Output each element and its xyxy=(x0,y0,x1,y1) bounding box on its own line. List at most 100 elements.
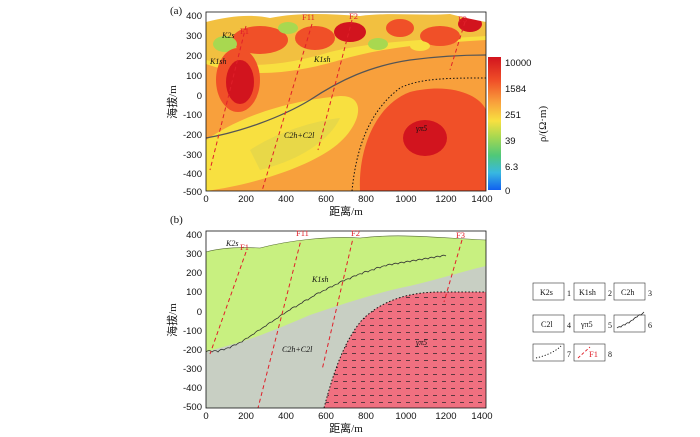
b-ytick-9: -500 xyxy=(183,402,202,413)
b-ytick-0: 400 xyxy=(186,230,202,241)
panel-a-frame xyxy=(205,11,487,192)
b-xtick-3: 600 xyxy=(318,411,334,422)
b-ytick-1: 300 xyxy=(186,249,202,260)
a-x-axis-label: 距离/m xyxy=(329,204,363,218)
legend-symbol-3: C2h xyxy=(621,288,634,297)
a-ytick-2: 200 xyxy=(186,51,202,62)
panel-b-y-ticks: 400 300 200 100 0 -100 -200 -300 -400 -5… xyxy=(183,230,202,413)
panel-a-y-ticks: 400 300 200 100 0 -100 -200 -300 -400 -5… xyxy=(183,11,202,198)
a-ytick-9: -500 xyxy=(183,187,202,198)
cb-tick-1: 1584 xyxy=(505,84,526,95)
a-ytick-8: -400 xyxy=(183,169,202,180)
b-ytick-2: 200 xyxy=(186,268,202,279)
legend-box-7 xyxy=(532,343,565,362)
b-ytick-5: -100 xyxy=(183,326,202,337)
b-fault-F1: F1 xyxy=(240,242,249,252)
a-unit-K2s: K2s xyxy=(221,31,234,40)
a-xtick-5: 1000 xyxy=(395,194,416,205)
cb-tick-5: 0 xyxy=(505,186,510,197)
a-fault-F3: F3 xyxy=(458,14,467,24)
b-unit-K2s: K2s xyxy=(225,239,238,248)
b-unit-C2: C2h+C2l xyxy=(282,345,313,354)
a-ytick-7: -300 xyxy=(183,150,202,161)
a-ytick-1: 300 xyxy=(186,31,202,42)
legend-symbol-8: F1 xyxy=(589,349,598,359)
a-xtick-2: 400 xyxy=(278,194,294,205)
legend-num-4: 4 xyxy=(567,321,571,330)
b-ytick-4: 0 xyxy=(197,307,202,318)
b-y-axis-label: 海拔/m xyxy=(165,303,179,337)
a-xtick-3: 600 xyxy=(318,194,334,205)
a-fault-F1: F1 xyxy=(240,26,249,36)
a-unit-granite: γπ5 xyxy=(416,124,427,133)
a-ytick-5: -100 xyxy=(183,110,202,121)
b-ytick-7: -300 xyxy=(183,364,202,375)
cb-tick-0: 10000 xyxy=(505,58,531,69)
b-fault-F11: F11 xyxy=(296,228,309,238)
legend-box-8 xyxy=(573,343,606,362)
b-x-axis-label: 距离/m xyxy=(329,421,363,435)
legend-box-2 xyxy=(573,282,606,301)
b-unit-granite: γπ5 xyxy=(416,338,427,347)
cb-tick-4: 6.3 xyxy=(505,162,518,173)
b-xtick-2: 400 xyxy=(278,411,294,422)
b-xtick-5: 1000 xyxy=(395,411,416,422)
b-fault-F3: F3 xyxy=(456,230,465,240)
a-unit-K1sh-left: K1sh xyxy=(209,57,226,66)
legend-num-3: 3 xyxy=(648,289,652,298)
panel-b-x-ticks: 0 200 400 600 800 1000 1200 1400 xyxy=(203,411,492,422)
a-ytick-0: 400 xyxy=(186,11,202,22)
legend-num-7: 7 xyxy=(567,350,571,359)
legend: K2s 1 K1sh 2 C2h 3 C2l 4 γπ5 5 6 7 F1 8 xyxy=(532,282,652,362)
legend-box-3 xyxy=(613,282,646,301)
b-unit-K1sh: K1sh xyxy=(311,275,328,284)
legend-symbol-4: C2l xyxy=(541,320,553,329)
legend-symbol-2: K1sh xyxy=(579,288,596,297)
b-xtick-1: 200 xyxy=(238,411,254,422)
legend-box-5 xyxy=(573,314,606,333)
panel-b-frame xyxy=(205,230,487,409)
unconformity-swatch-icon xyxy=(616,311,645,329)
b-xtick-0: 0 xyxy=(203,411,208,422)
panel-a-x-ticks: 0 200 400 600 800 1000 1200 1400 xyxy=(203,194,492,205)
b-xtick-6: 1200 xyxy=(435,411,456,422)
a-unit-K1sh-mid: K1sh xyxy=(313,55,330,64)
cb-tick-2: 251 xyxy=(505,110,521,121)
colorbar-ticks: 10000 1584 251 39 6.3 0 xyxy=(505,58,531,197)
cb-tick-3: 39 xyxy=(505,136,516,147)
a-xtick-4: 800 xyxy=(358,194,374,205)
resistivity-section xyxy=(206,12,486,191)
b-ytick-8: -400 xyxy=(183,383,202,394)
legend-symbol-1: K2s xyxy=(540,288,553,297)
a-ytick-4: 0 xyxy=(197,91,202,102)
b-ytick-6: -200 xyxy=(183,345,202,356)
panel-a-label: (a) xyxy=(170,5,183,17)
a-xtick-1: 200 xyxy=(238,194,254,205)
legend-num-6: 6 xyxy=(648,321,652,330)
b-ytick-3: 100 xyxy=(186,287,202,298)
a-y-axis-label: 海拔/m xyxy=(165,85,179,119)
a-fault-F11: F11 xyxy=(302,12,315,22)
a-ytick-3: 100 xyxy=(186,71,202,82)
a-fault-F2: F2 xyxy=(349,11,358,21)
a-unit-C2: C2h+C2l xyxy=(284,131,315,140)
colorbar-label: ρ/(Ω·m) xyxy=(537,106,549,143)
b-xtick-7: 1400 xyxy=(471,411,492,422)
a-ytick-6: -200 xyxy=(183,130,202,141)
colorbar xyxy=(488,57,501,190)
legend-num-8: 8 xyxy=(608,350,612,359)
a-xtick-6: 1200 xyxy=(435,194,456,205)
legend-num-1: 1 xyxy=(567,289,571,298)
fault-swatch-icon xyxy=(577,346,591,359)
a-xtick-0: 0 xyxy=(203,194,208,205)
legend-num-2: 2 xyxy=(608,289,612,298)
panel-b-label: (b) xyxy=(170,214,183,226)
b-xtick-4: 800 xyxy=(358,411,374,422)
geologic-section xyxy=(206,231,486,408)
legend-box-1 xyxy=(532,282,565,301)
legend-box-6 xyxy=(613,314,646,333)
legend-symbol-5: γπ5 xyxy=(580,320,593,329)
legend-box-4 xyxy=(532,314,565,333)
legend-num-5: 5 xyxy=(608,321,612,330)
